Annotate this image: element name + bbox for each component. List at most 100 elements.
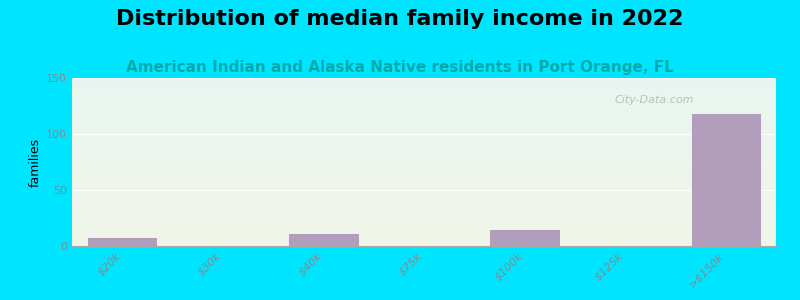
Bar (72, 128, 776, 129)
Bar (72, 127, 776, 128)
Bar (72, 168, 776, 169)
Bar (72, 124, 776, 125)
Bar (72, 220, 776, 221)
Bar (72, 181, 776, 182)
Bar (72, 100, 776, 101)
Bar (72, 113, 776, 114)
Bar (72, 179, 776, 180)
Bar (72, 151, 776, 152)
Bar (72, 129, 776, 130)
Bar (72, 227, 776, 228)
Bar (72, 237, 776, 238)
Bar (72, 135, 776, 136)
Bar (72, 145, 776, 146)
Bar (72, 110, 776, 111)
Bar (72, 143, 776, 144)
Bar (72, 134, 776, 135)
Bar (72, 152, 776, 153)
Bar (72, 224, 776, 225)
Bar (72, 210, 776, 211)
Bar (72, 157, 776, 158)
Bar (72, 213, 776, 214)
Bar (72, 125, 776, 126)
Bar (72, 205, 776, 206)
Bar (72, 155, 776, 156)
Bar (72, 84, 776, 85)
Bar (72, 149, 776, 150)
Bar (288, 232, 358, 246)
Bar (72, 123, 776, 124)
Bar (72, 122, 776, 123)
Bar (72, 119, 776, 120)
Y-axis label: families: families (29, 137, 42, 187)
Bar (72, 229, 776, 230)
Bar (72, 89, 776, 90)
Bar (72, 83, 776, 84)
Bar (72, 148, 776, 149)
Bar (72, 98, 776, 99)
Bar (72, 170, 776, 171)
Bar (72, 167, 776, 168)
Bar (72, 190, 776, 191)
Bar (72, 141, 776, 142)
Bar (72, 191, 776, 192)
Bar (72, 85, 776, 86)
Bar (72, 184, 776, 185)
Bar (72, 195, 776, 196)
Bar (72, 115, 776, 116)
Bar (72, 165, 776, 166)
Bar (72, 173, 776, 174)
Bar (72, 216, 776, 217)
Bar (72, 104, 776, 105)
Bar (72, 238, 776, 239)
Bar (72, 194, 776, 195)
Bar (72, 221, 776, 222)
Bar (72, 201, 776, 202)
Bar (72, 185, 776, 186)
Bar (72, 223, 776, 224)
Bar (72, 91, 776, 92)
Bar (72, 107, 776, 108)
Bar (72, 144, 776, 145)
Bar (72, 176, 776, 177)
Bar (72, 94, 776, 95)
Bar (72, 218, 776, 219)
Bar (72, 180, 776, 181)
Bar (72, 147, 776, 148)
Bar (72, 215, 776, 216)
Bar (72, 233, 776, 234)
Bar (72, 177, 776, 178)
Bar (72, 112, 776, 113)
Bar (72, 188, 776, 189)
Bar (72, 183, 776, 184)
Bar (72, 96, 776, 97)
Bar (72, 209, 776, 210)
Bar (72, 240, 776, 241)
Bar (72, 226, 776, 227)
Bar (490, 229, 560, 246)
Bar (72, 241, 776, 242)
Bar (72, 116, 776, 117)
Bar (72, 200, 776, 201)
Bar (72, 219, 776, 220)
Bar (72, 140, 776, 141)
Bar (72, 199, 776, 200)
Bar (72, 243, 776, 244)
Bar (72, 121, 776, 122)
Bar (72, 182, 776, 183)
Bar (72, 86, 776, 87)
Bar (72, 126, 776, 127)
Bar (72, 117, 776, 118)
Bar (72, 80, 776, 81)
Bar (72, 103, 776, 104)
Bar (72, 198, 776, 199)
Bar (72, 197, 776, 198)
Bar (72, 245, 776, 246)
Bar (72, 242, 776, 243)
Bar (72, 130, 776, 131)
Bar (72, 114, 776, 115)
Bar (72, 150, 776, 151)
Bar (72, 225, 776, 226)
Text: City-Data.com: City-Data.com (614, 95, 694, 105)
Bar (72, 222, 776, 223)
